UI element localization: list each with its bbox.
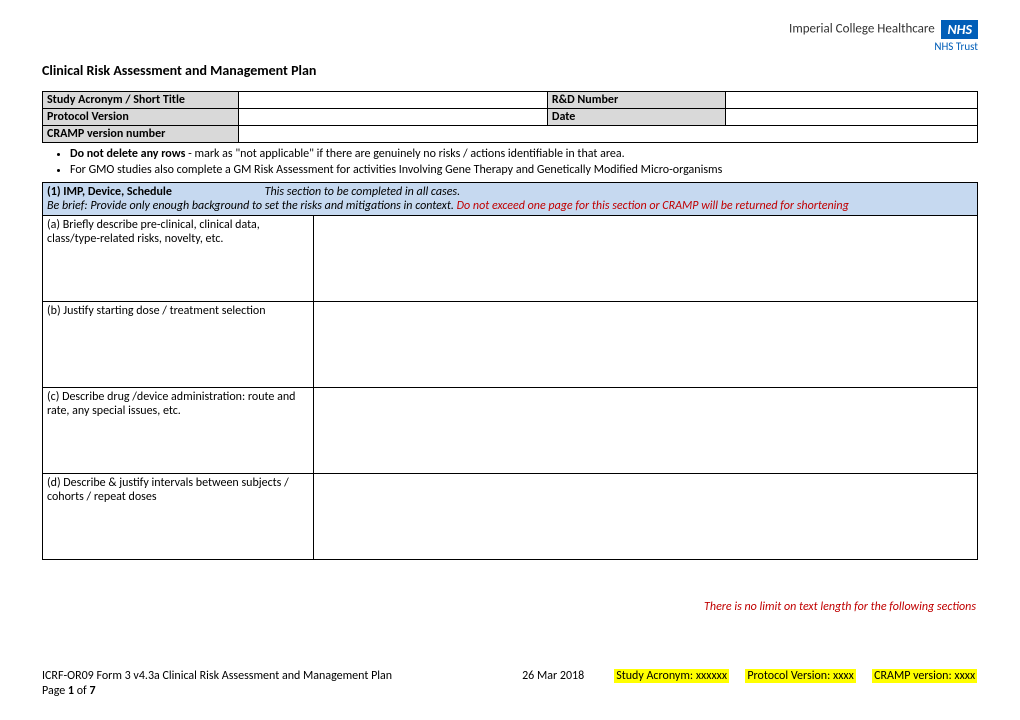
section-1-subtitle: This section to be completed in all case… [265, 185, 460, 199]
section-1-title: (1) IMP, Device, Schedule [47, 185, 172, 199]
section-1-note: Be brief: Provide only enough background… [47, 199, 457, 213]
section-1-table: (1) IMP, Device, Schedule This section t… [42, 182, 978, 560]
meta-value-rd-number [725, 92, 977, 109]
row-a-content [314, 216, 978, 302]
org-name: Imperial College Healthcare [789, 21, 935, 36]
row-d-label: (d) Describe & justify intervals between… [43, 474, 314, 560]
meta-value-study-acronym [239, 92, 548, 109]
row-d-content [314, 474, 978, 560]
footer-acronym: Study Acronym: xxxxxx [614, 669, 729, 683]
page-of: of [74, 684, 89, 698]
row-a-label: (a) Briefly describe pre-clinical, clini… [43, 216, 314, 302]
bottom-note: There is no limit on text length for the… [42, 600, 976, 614]
section-1-header: (1) IMP, Device, Schedule This section t… [43, 183, 978, 216]
note-text: - mark as "not applicable" if there are … [185, 147, 624, 161]
row-b-label: (b) Justify starting dose / treatment se… [43, 302, 314, 388]
notes-list: Do not delete any rows - mark as "not ap… [70, 147, 978, 178]
page-total: 7 [89, 684, 95, 698]
row-c-label: (c) Describe drug /device administration… [43, 388, 314, 474]
meta-label-date: Date [547, 109, 725, 126]
page-title: Clinical Risk Assessment and Management … [42, 62, 978, 79]
section-1-warning: Do not exceed one page for this section … [457, 199, 849, 213]
meta-value-cramp-version [239, 126, 978, 143]
row-b-content [314, 302, 978, 388]
nhs-badge: NHS [941, 20, 978, 39]
meta-label-study-acronym: Study Acronym / Short Title [43, 92, 239, 109]
meta-label-rd-number: R&D Number [547, 92, 725, 109]
page-number: Page 1 of 7 [42, 684, 978, 698]
footer-form-id: ICRF-OR09 Form 3 v4.3a Clinical Risk Ass… [42, 669, 392, 683]
meta-label-protocol-version: Protocol Version [43, 109, 239, 126]
footer-date: 26 Mar 2018 [522, 669, 584, 683]
trust-subtext: NHS Trust [789, 40, 978, 53]
meta-label-cramp-version: CRAMP version number [43, 126, 239, 143]
meta-value-protocol-version [239, 109, 548, 126]
footer-cramp-version: CRAMP version: xxxx [872, 669, 977, 683]
footer-protocol-version: Protocol Version: xxxx [745, 669, 855, 683]
note-bold: Do not delete any rows [70, 147, 185, 161]
org-logo: Imperial College Healthcare NHS NHS Trus… [42, 20, 978, 54]
row-c-content [314, 388, 978, 474]
page-footer: ICRF-OR09 Form 3 v4.3a Clinical Risk Ass… [42, 669, 978, 698]
note-item: Do not delete any rows - mark as "not ap… [70, 147, 978, 162]
page-label: Page [42, 684, 68, 698]
meta-table: Study Acronym / Short Title R&D Number P… [42, 91, 978, 143]
meta-value-date [725, 109, 977, 126]
note-item: For GMO studies also complete a GM Risk … [70, 163, 978, 178]
